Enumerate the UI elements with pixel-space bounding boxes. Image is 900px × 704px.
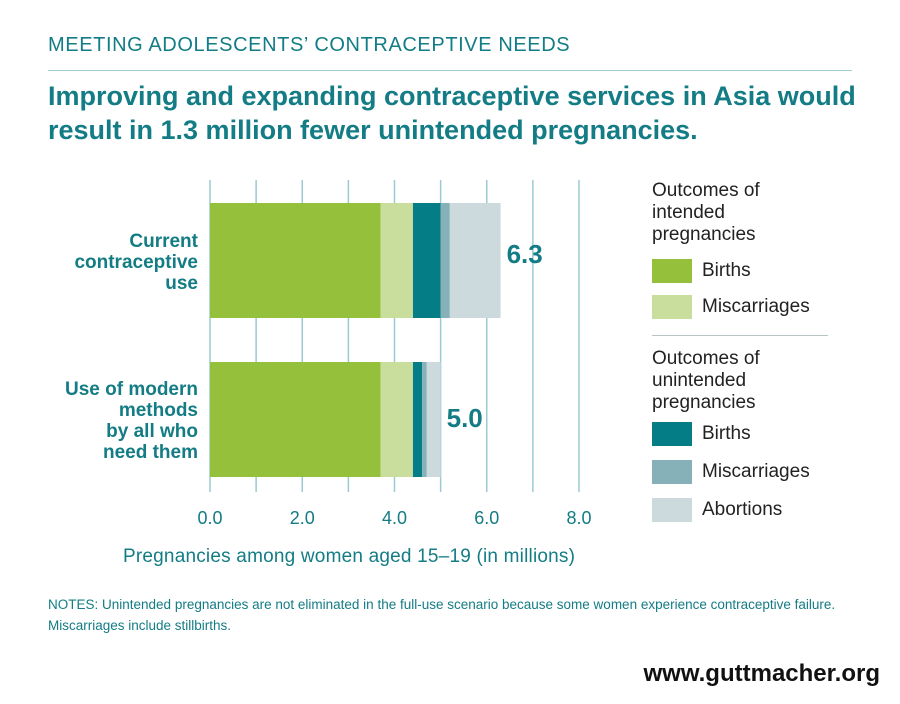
bar-segment-0-4 [449, 203, 501, 318]
legend-swatch [652, 422, 692, 446]
legend-swatch [652, 295, 692, 319]
bar-segment-1-1 [380, 362, 413, 477]
legend-label: Miscarriages [702, 296, 810, 317]
bar-segment-0-1 [380, 203, 413, 318]
legend-swatch [652, 259, 692, 283]
bar-segment-1-3 [422, 362, 427, 477]
bar-layer [210, 203, 501, 477]
bar-segment-0-3 [440, 203, 450, 318]
legend-divider [652, 335, 828, 336]
source-url: www.guttmacher.org [643, 660, 880, 687]
legend-swatch [652, 498, 692, 522]
x-tick-label: 8.0 [566, 508, 591, 528]
legend-title-line: unintended [652, 370, 747, 391]
legend-label: Miscarriages [702, 461, 810, 482]
legend-title-intended: Outcomes of intended pregnancies [652, 180, 842, 246]
legend-title-line: intended [652, 202, 725, 223]
bar-segment-1-4 [426, 362, 441, 477]
category-label-line: Current [129, 231, 198, 252]
bar-segment-1-2 [412, 362, 423, 477]
x-tick-label: 2.0 [290, 508, 315, 528]
category-label-line: need them [102, 442, 198, 463]
bar-segment-0-2 [412, 203, 441, 318]
x-axis-label: Pregnancies among women aged 15–19 (in m… [123, 546, 576, 567]
category-label-line: contraceptive [74, 252, 198, 273]
legend-swatch [652, 460, 692, 484]
category-label-modern: Use of modern methods by all who need th… [65, 379, 198, 463]
legend-title-line: Outcomes of [652, 348, 760, 369]
bar-total-label: 6.3 [507, 239, 543, 269]
header-divider [48, 70, 852, 71]
legend-title-line: pregnancies [652, 392, 756, 413]
legend-title-line: pregnancies [652, 224, 756, 245]
x-tick-label: 6.0 [474, 508, 499, 528]
category-label-line: methods [118, 400, 198, 421]
x-tick-label: 0.0 [197, 508, 222, 528]
x-tick-label: 4.0 [382, 508, 407, 528]
bar-segment-1-0 [210, 362, 381, 477]
bar-segment-0-0 [210, 203, 381, 318]
chart-kicker: MEETING ADOLESCENTS’ CONTRACEPTIVE NEEDS [48, 34, 571, 56]
category-label-current: Current contraceptive use [74, 231, 198, 294]
chart-headline: Improving and expanding contraceptive se… [48, 81, 856, 145]
legend-label: Births [702, 260, 751, 281]
tick-labels: 0.0 2.0 4.0 6.0 8.0 6.3 5.0 [197, 239, 591, 528]
category-label-line: by all who [106, 421, 198, 442]
category-label-line: Use of modern [64, 379, 198, 400]
category-label-line: use [165, 273, 198, 294]
legend-label: Births [702, 423, 751, 444]
legend-label: Abortions [702, 499, 783, 520]
legend-title-unintended: Outcomes of unintended pregnancies [652, 348, 842, 414]
chart-notes: NOTES: Unintended pregnancies are not el… [48, 597, 836, 633]
bar-total-label: 5.0 [447, 403, 483, 433]
legend-title-line: Outcomes of [652, 180, 760, 201]
